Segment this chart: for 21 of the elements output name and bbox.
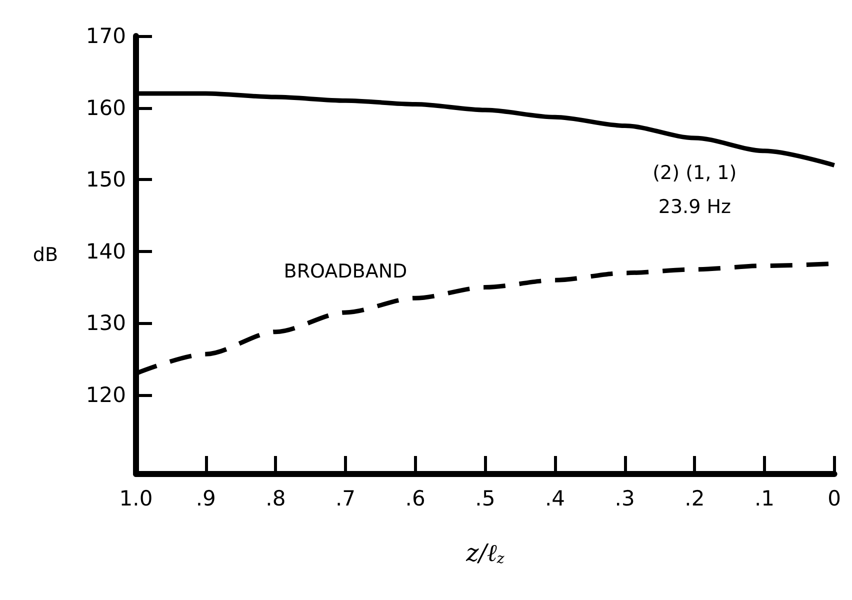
- series-label: (2) (1, 1) 23.9 Hz: [652, 162, 737, 218]
- x-tick-label: .9: [196, 486, 216, 510]
- x-tick-label: .3: [614, 486, 635, 510]
- x-tick-label: .5: [475, 486, 496, 510]
- x-tick-label: .8: [266, 486, 286, 510]
- x-tick-label: 1.0: [119, 486, 153, 510]
- x-tick-label: 0: [828, 486, 842, 510]
- y-tick-label: 120: [86, 383, 126, 408]
- x-tick-label: .7: [335, 486, 356, 510]
- y-tick-label: 130: [86, 311, 126, 336]
- x-tick-label: .1: [754, 486, 775, 510]
- y-tick-label: 160: [86, 96, 126, 120]
- y-tick-label: 140: [86, 239, 126, 264]
- series-label: BROADBAND: [284, 260, 408, 282]
- x-tick-label: .6: [405, 486, 426, 510]
- y-tick-label: 150: [86, 168, 126, 192]
- y-tick-label: 170: [86, 24, 126, 48]
- x-tick-label: .2: [684, 486, 705, 510]
- x-axis-title: z/ℓz: [465, 539, 505, 567]
- y-axis-title: dB: [32, 244, 58, 266]
- x-tick-label: .4: [544, 486, 566, 510]
